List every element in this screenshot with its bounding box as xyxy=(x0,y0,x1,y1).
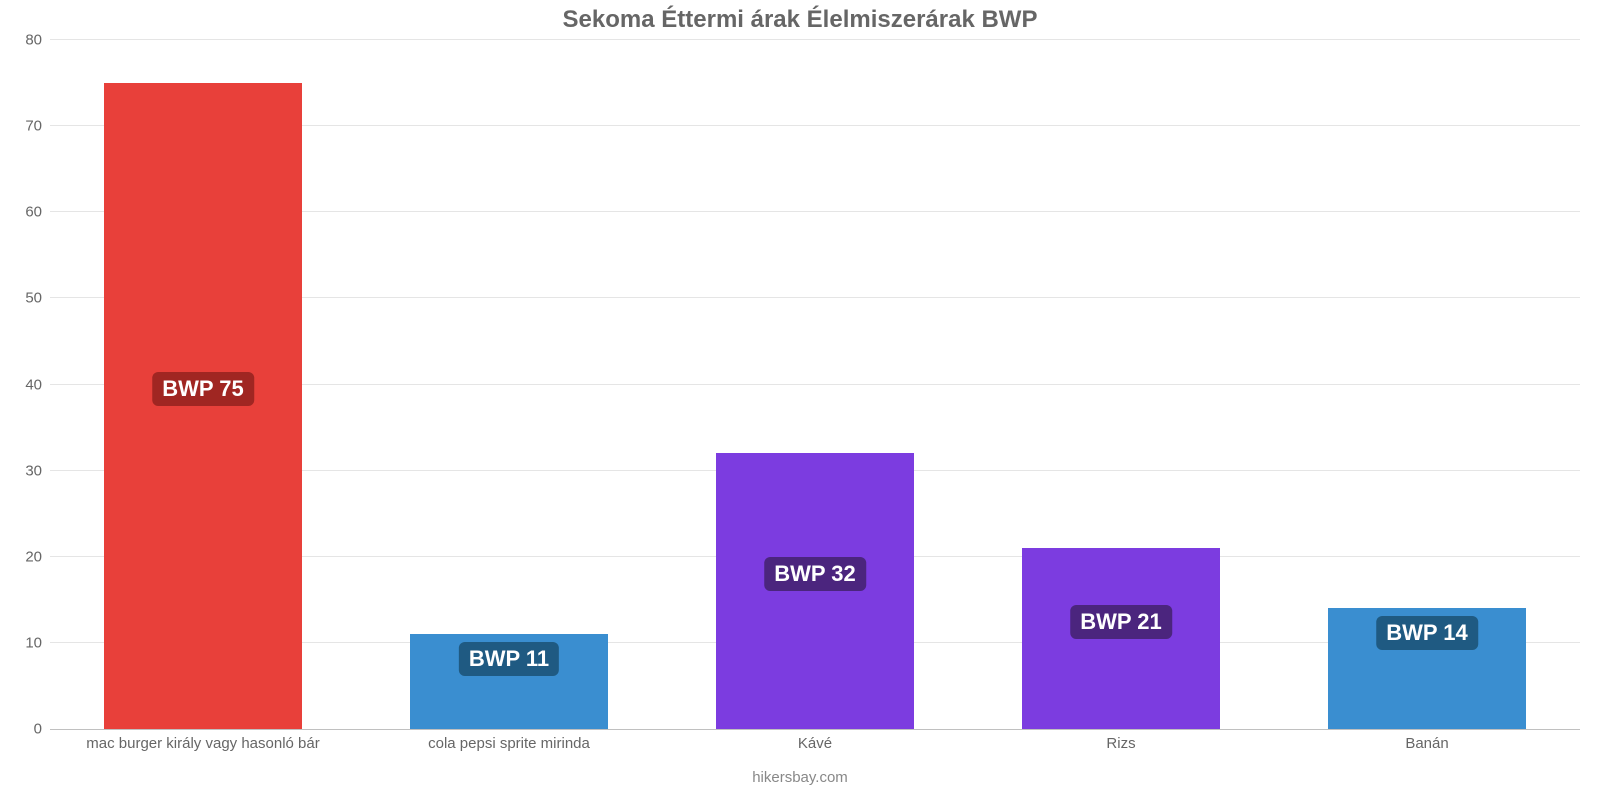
y-tick-label: 50 xyxy=(25,290,42,307)
bar-value-label: BWP 21 xyxy=(1070,605,1172,639)
chart-container: Sekoma Éttermi árak Élelmiszerárak BWP 0… xyxy=(0,0,1600,800)
bar-value-label: BWP 32 xyxy=(764,557,866,591)
y-tick-label: 80 xyxy=(25,32,42,49)
y-tick-label: 20 xyxy=(25,548,42,565)
y-tick-label: 40 xyxy=(25,376,42,393)
chart-attribution: hikersbay.com xyxy=(0,769,1600,786)
bar xyxy=(104,83,303,729)
bar-value-label: BWP 11 xyxy=(459,642,559,676)
x-tick-label: mac burger király vagy hasonló bár xyxy=(86,735,319,752)
y-tick-label: 0 xyxy=(34,721,42,738)
x-tick-label: Kávé xyxy=(798,735,832,752)
bar xyxy=(716,453,915,729)
grid-line xyxy=(50,39,1580,40)
plot-area: 01020304050607080mac burger király vagy … xyxy=(50,40,1580,730)
y-tick-label: 10 xyxy=(25,634,42,651)
chart-title: Sekoma Éttermi árak Élelmiszerárak BWP xyxy=(0,6,1600,34)
y-tick-label: 30 xyxy=(25,462,42,479)
y-tick-label: 70 xyxy=(25,118,42,135)
x-tick-label: Banán xyxy=(1405,735,1448,752)
x-tick-label: cola pepsi sprite mirinda xyxy=(428,735,590,752)
bar-value-label: BWP 75 xyxy=(152,372,254,406)
x-tick-label: Rizs xyxy=(1106,735,1135,752)
y-tick-label: 60 xyxy=(25,204,42,221)
bar-value-label: BWP 14 xyxy=(1376,616,1478,650)
